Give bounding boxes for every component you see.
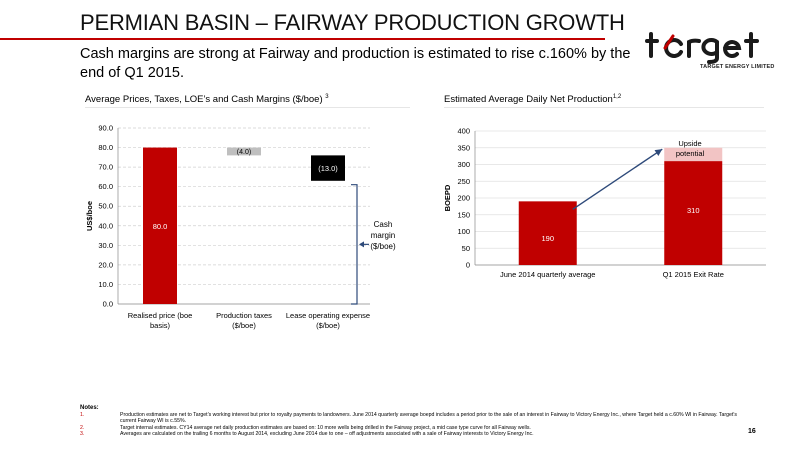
note-number: 3. <box>80 431 85 438</box>
cash-margin-annotation: Cash margin ($/boe) <box>368 219 398 252</box>
y-tick-label: 40.0 <box>98 221 113 230</box>
y-tick-label: 0 <box>466 261 470 270</box>
left-chart-title-rule <box>85 107 410 108</box>
bar-upside-potential <box>664 147 723 162</box>
data-label: 310 <box>687 206 700 215</box>
right-chart-title-rule <box>444 107 764 108</box>
x-category-label: Q1 2015 Exit Rate <box>663 270 724 279</box>
bar-lease-operating-expense <box>311 155 345 181</box>
left-chart-heading-text: Average Prices, Taxes, LOE’s and Cash Ma… <box>85 94 323 106</box>
note-item: 2. Target internal estimates. CY14 avera… <box>80 425 740 432</box>
upside-line1: Upside <box>678 139 702 148</box>
x-category-label: ($/boe) <box>316 321 340 330</box>
data-label: (13.0) <box>318 164 338 173</box>
x-category-label: Realised price (boe <box>128 311 193 320</box>
bar-june-2014 <box>518 201 577 265</box>
y-tick-label: 70.0 <box>98 163 113 172</box>
y-axis-label: US$/boe <box>85 201 94 231</box>
y-axis-label: BOEPD <box>443 184 452 211</box>
x-category-label: Lease operating expense <box>286 311 370 320</box>
logo-subtext: TARGET ENERGY LIMITED <box>700 64 775 70</box>
y-tick-label: 0.0 <box>103 300 113 309</box>
right-chart-title: Estimated Average Daily Net Production1,… <box>444 94 621 105</box>
cash-margin-line3: ($/boe) <box>370 242 396 251</box>
y-tick-label: 300 <box>457 160 470 169</box>
left-chart-title: Average Prices, Taxes, LOE’s and Cash Ma… <box>85 94 329 105</box>
note-number: 2. <box>80 424 85 431</box>
x-category-label: basis) <box>150 321 171 330</box>
y-tick-label: 90.0 <box>98 124 113 133</box>
cash-margin-line2: margin <box>370 231 396 240</box>
y-tick-label: 150 <box>457 210 470 219</box>
right-chart-heading-text: Estimated Average Daily Net Production <box>444 94 613 106</box>
x-category-label: June 2014 quarterly average <box>500 270 595 279</box>
y-tick-label: 350 <box>457 143 470 152</box>
notes-heading: Notes: <box>80 405 99 411</box>
cash-margin-arrowhead <box>359 241 364 248</box>
y-tick-label: 200 <box>457 194 470 203</box>
note-item: 1. Production estimates are net to Targe… <box>80 412 740 425</box>
upside-annotation: Upside potential <box>662 139 718 159</box>
target-logo <box>645 32 759 64</box>
note-item: 3. Averages are calculated on the traili… <box>80 431 740 438</box>
data-label: (4.0) <box>237 149 251 156</box>
y-tick-label: 80.0 <box>98 143 113 152</box>
y-tick-label: 10.0 <box>98 280 113 289</box>
y-tick-label: 50 <box>462 244 470 253</box>
y-tick-label: 400 <box>457 127 470 136</box>
note-text: Target internal estimates. CY14 average … <box>120 424 531 431</box>
page-number: 16 <box>748 428 756 435</box>
left-chart-heading-sup: 3 <box>325 94 329 100</box>
growth-arrowhead <box>654 149 663 156</box>
y-tick-label: 20.0 <box>98 260 113 269</box>
y-tick-label: 100 <box>457 227 470 236</box>
page-subtitle: Cash margins are strong at Fairway and p… <box>80 46 631 81</box>
upside-line2: potential <box>675 149 705 158</box>
note-number: 1. <box>80 411 85 418</box>
title-divider <box>0 38 605 40</box>
growth-arrow <box>572 148 663 210</box>
y-tick-label: 50.0 <box>98 202 113 211</box>
x-category-label: Production taxes <box>216 311 272 320</box>
x-category-label: ($/boe) <box>232 321 256 330</box>
y-tick-label: 30.0 <box>98 241 113 250</box>
cash-margin-bracket <box>351 184 358 305</box>
note-text: Production estimates are net to Target’s… <box>120 411 737 425</box>
bar-production-taxes <box>227 147 261 156</box>
right-chart-heading-sup: 1,2 <box>612 94 622 100</box>
footnotes: Notes: 1. Production estimates are net t… <box>80 405 740 438</box>
y-tick-label: 250 <box>457 177 470 186</box>
cash-margin-line1: Cash <box>373 220 393 229</box>
bar-realised-price <box>143 147 177 304</box>
note-text: Averages are calculated on the trailing … <box>120 431 534 438</box>
y-tick-label: 60.0 <box>98 182 113 191</box>
bar-q1-2015 <box>664 161 723 265</box>
data-label: 190 <box>541 234 554 243</box>
page-title: PERMIAN BASIN – FAIRWAY PRODUCTION GROWT… <box>80 10 625 35</box>
data-label: 80.0 <box>153 222 168 231</box>
